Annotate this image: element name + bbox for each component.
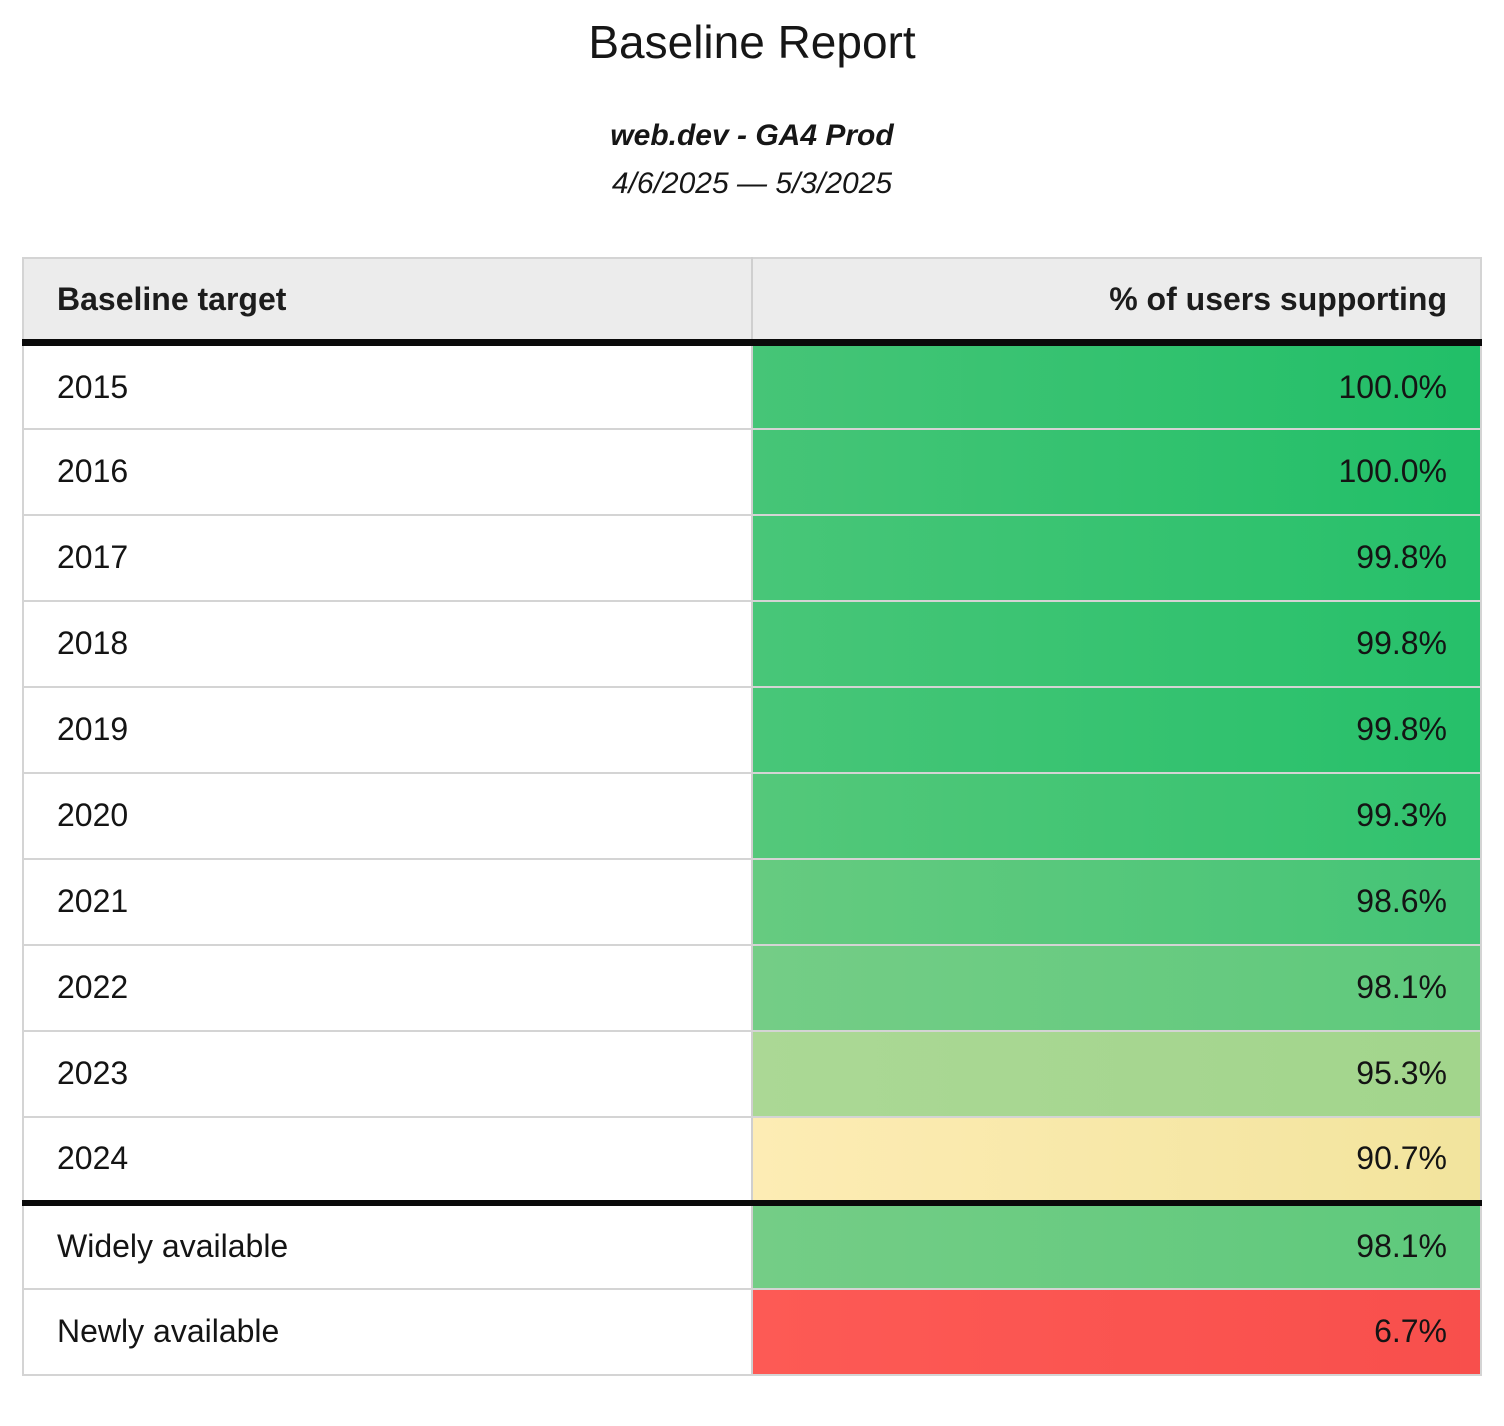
baseline-target-cell: 2017: [23, 514, 753, 602]
baseline-target-cell: Newly available: [23, 1288, 753, 1376]
baseline-target-cell: 2021: [23, 858, 753, 946]
baseline-target-cell: 2023: [23, 1030, 753, 1118]
baseline-target-cell: 2020: [23, 772, 753, 860]
table-row: 2016 100.0%: [23, 428, 1481, 516]
percent-supporting-cell: 6.7%: [752, 1288, 1481, 1376]
percent-supporting-cell: 98.1%: [752, 944, 1481, 1032]
table-row: Widely available 98.1%: [23, 1199, 1481, 1290]
table-row: Newly available 6.7%: [23, 1288, 1481, 1376]
table-header-row: Baseline target % of users supporting: [23, 257, 1481, 347]
report-source-subtitle: web.dev - GA4 Prod: [610, 118, 894, 152]
table-row: 2024 90.7%: [23, 1116, 1481, 1204]
table-row: 2018 99.8%: [23, 600, 1481, 688]
baseline-report-table: Baseline target % of users supporting 20…: [22, 256, 1482, 1376]
page-title: Baseline Report: [588, 16, 916, 68]
table-row: 2019 99.8%: [23, 686, 1481, 774]
table-row: 2021 98.6%: [23, 858, 1481, 946]
percent-supporting-cell: 100.0%: [752, 428, 1481, 516]
percent-supporting-cell: 98.1%: [752, 1199, 1481, 1290]
baseline-target-cell: 2016: [23, 428, 753, 516]
table-row: 2017 99.8%: [23, 514, 1481, 602]
table-row: 2023 95.3%: [23, 1030, 1481, 1118]
percent-supporting-cell: 98.6%: [752, 858, 1481, 946]
percent-supporting-cell: 99.8%: [752, 514, 1481, 602]
report-date-range: 4/6/2025 — 5/3/2025: [611, 166, 893, 200]
percent-supporting-cell: 95.3%: [752, 1030, 1481, 1118]
table-body: 2015 100.0% 2016 100.0% 2017 99.8% 2018 …: [23, 342, 1481, 1376]
baseline-target-cell: Widely available: [23, 1199, 753, 1290]
baseline-target-cell: 2024: [23, 1116, 753, 1204]
percent-supporting-cell: 99.3%: [752, 772, 1481, 860]
percent-supporting-cell: 99.8%: [752, 600, 1481, 688]
column-header-percent-users-supporting: % of users supporting: [752, 257, 1481, 347]
baseline-target-cell: 2022: [23, 944, 753, 1032]
table-row: 2020 99.3%: [23, 772, 1481, 860]
baseline-target-cell: 2015: [23, 342, 753, 430]
percent-supporting-cell: 99.8%: [752, 686, 1481, 774]
percent-supporting-cell: 90.7%: [752, 1116, 1481, 1204]
column-header-baseline-target: Baseline target: [23, 257, 753, 347]
percent-supporting-cell: 100.0%: [752, 342, 1481, 430]
table-row: 2015 100.0%: [23, 342, 1481, 430]
baseline-target-cell: 2018: [23, 600, 753, 688]
baseline-target-cell: 2019: [23, 686, 753, 774]
table-row: 2022 98.1%: [23, 944, 1481, 1032]
